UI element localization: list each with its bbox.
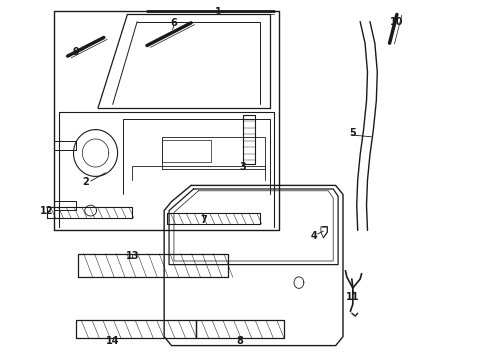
Text: 10: 10 xyxy=(390,17,404,27)
Text: 13: 13 xyxy=(125,251,139,261)
Text: 3: 3 xyxy=(239,162,246,172)
Text: 7: 7 xyxy=(200,215,207,225)
Text: 11: 11 xyxy=(346,292,360,302)
Text: 4: 4 xyxy=(310,231,317,241)
Text: 9: 9 xyxy=(73,47,79,57)
Text: 8: 8 xyxy=(237,336,244,346)
Text: 2: 2 xyxy=(82,177,89,187)
Text: 6: 6 xyxy=(171,18,177,28)
Text: 1: 1 xyxy=(215,6,221,17)
Text: 14: 14 xyxy=(106,336,120,346)
Text: 12: 12 xyxy=(40,206,53,216)
Text: 5: 5 xyxy=(349,128,356,138)
